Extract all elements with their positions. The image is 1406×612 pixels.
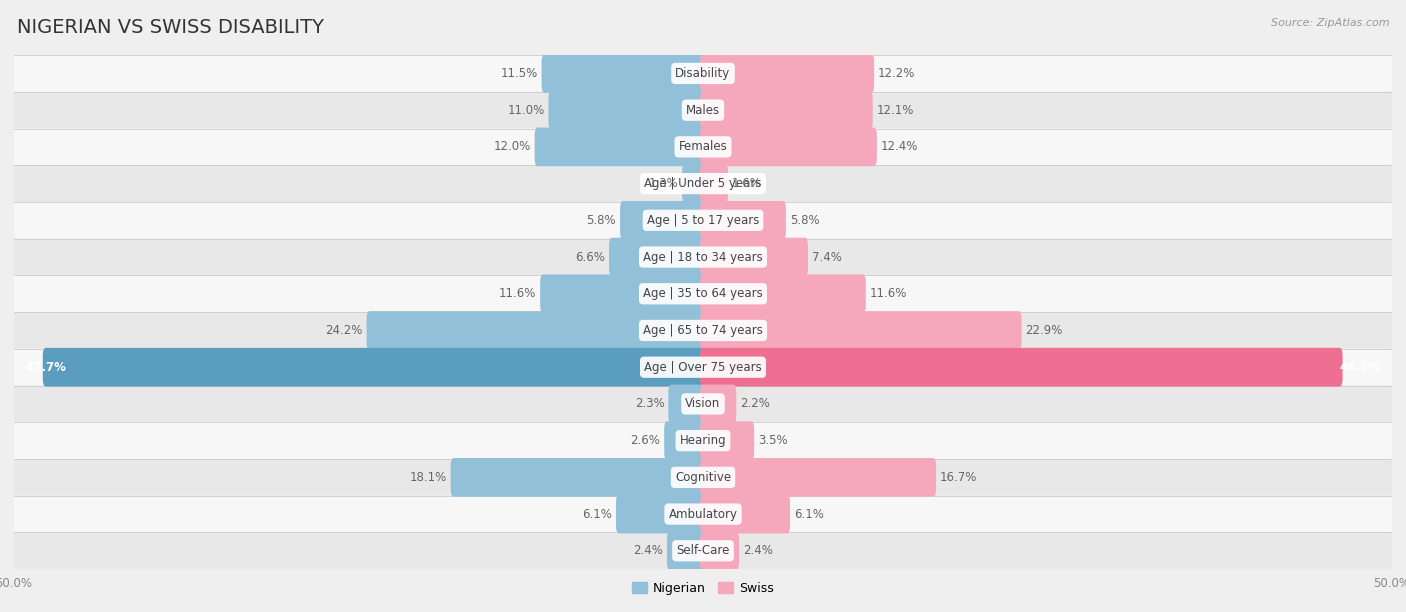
FancyBboxPatch shape [616,494,706,534]
Text: 2.4%: 2.4% [742,544,773,558]
Text: 47.7%: 47.7% [25,360,66,374]
FancyBboxPatch shape [548,91,706,130]
FancyBboxPatch shape [700,311,1022,350]
FancyBboxPatch shape [14,239,1392,275]
FancyBboxPatch shape [700,494,790,534]
Text: Age | 18 to 34 years: Age | 18 to 34 years [643,250,763,264]
Text: Source: ZipAtlas.com: Source: ZipAtlas.com [1271,18,1389,28]
FancyBboxPatch shape [700,237,808,277]
FancyBboxPatch shape [14,386,1392,422]
Text: Vision: Vision [685,397,721,411]
Text: 46.2%: 46.2% [1340,360,1381,374]
FancyBboxPatch shape [700,91,873,130]
Text: Self-Care: Self-Care [676,544,730,558]
Text: Age | 35 to 64 years: Age | 35 to 64 years [643,287,763,300]
FancyBboxPatch shape [700,274,866,313]
Text: Age | 5 to 17 years: Age | 5 to 17 years [647,214,759,227]
Text: 7.4%: 7.4% [811,250,842,264]
FancyBboxPatch shape [14,422,1392,459]
Text: Hearing: Hearing [679,434,727,447]
Text: 2.3%: 2.3% [634,397,665,411]
FancyBboxPatch shape [14,532,1392,569]
FancyBboxPatch shape [664,421,706,460]
FancyBboxPatch shape [14,275,1392,312]
Text: 11.0%: 11.0% [508,103,544,117]
Text: 12.0%: 12.0% [494,140,531,154]
Text: Age | Under 5 years: Age | Under 5 years [644,177,762,190]
Text: 1.6%: 1.6% [733,177,762,190]
FancyBboxPatch shape [534,127,706,166]
Text: Cognitive: Cognitive [675,471,731,484]
Text: 6.6%: 6.6% [575,250,605,264]
Text: 12.2%: 12.2% [877,67,915,80]
Text: NIGERIAN VS SWISS DISABILITY: NIGERIAN VS SWISS DISABILITY [17,18,323,37]
FancyBboxPatch shape [14,312,1392,349]
Text: Males: Males [686,103,720,117]
Text: Age | Over 75 years: Age | Over 75 years [644,360,762,374]
Text: Disability: Disability [675,67,731,80]
FancyBboxPatch shape [367,311,706,350]
FancyBboxPatch shape [700,348,1343,387]
Text: 6.1%: 6.1% [582,507,612,521]
Text: 11.5%: 11.5% [501,67,537,80]
Text: 12.1%: 12.1% [876,103,914,117]
FancyBboxPatch shape [14,165,1392,202]
Text: 5.8%: 5.8% [790,214,820,227]
FancyBboxPatch shape [14,92,1392,129]
FancyBboxPatch shape [540,274,706,313]
FancyBboxPatch shape [700,531,740,570]
FancyBboxPatch shape [14,202,1392,239]
Text: 1.3%: 1.3% [648,177,678,190]
FancyBboxPatch shape [14,349,1392,386]
Text: 2.6%: 2.6% [630,434,661,447]
FancyBboxPatch shape [666,531,706,570]
FancyBboxPatch shape [14,55,1392,92]
Text: 5.8%: 5.8% [586,214,616,227]
FancyBboxPatch shape [700,458,936,497]
Text: 2.2%: 2.2% [740,397,770,411]
FancyBboxPatch shape [620,201,706,240]
Text: 11.6%: 11.6% [499,287,536,300]
FancyBboxPatch shape [42,348,706,387]
FancyBboxPatch shape [14,496,1392,532]
FancyBboxPatch shape [700,201,786,240]
Text: 12.4%: 12.4% [880,140,918,154]
Text: 3.5%: 3.5% [758,434,787,447]
Text: Age | 65 to 74 years: Age | 65 to 74 years [643,324,763,337]
Text: 16.7%: 16.7% [941,471,977,484]
FancyBboxPatch shape [541,54,706,93]
FancyBboxPatch shape [700,164,728,203]
Legend: Nigerian, Swiss: Nigerian, Swiss [627,577,779,600]
FancyBboxPatch shape [700,384,737,424]
FancyBboxPatch shape [14,459,1392,496]
Text: 2.4%: 2.4% [633,544,664,558]
FancyBboxPatch shape [700,127,877,166]
FancyBboxPatch shape [700,421,754,460]
FancyBboxPatch shape [668,384,706,424]
Text: Females: Females [679,140,727,154]
FancyBboxPatch shape [609,237,706,277]
FancyBboxPatch shape [450,458,706,497]
Text: 22.9%: 22.9% [1025,324,1063,337]
Text: 18.1%: 18.1% [409,471,447,484]
Text: 24.2%: 24.2% [325,324,363,337]
Text: Ambulatory: Ambulatory [668,507,738,521]
FancyBboxPatch shape [700,54,875,93]
Text: 6.1%: 6.1% [794,507,824,521]
FancyBboxPatch shape [14,129,1392,165]
FancyBboxPatch shape [682,164,706,203]
Text: 11.6%: 11.6% [870,287,907,300]
